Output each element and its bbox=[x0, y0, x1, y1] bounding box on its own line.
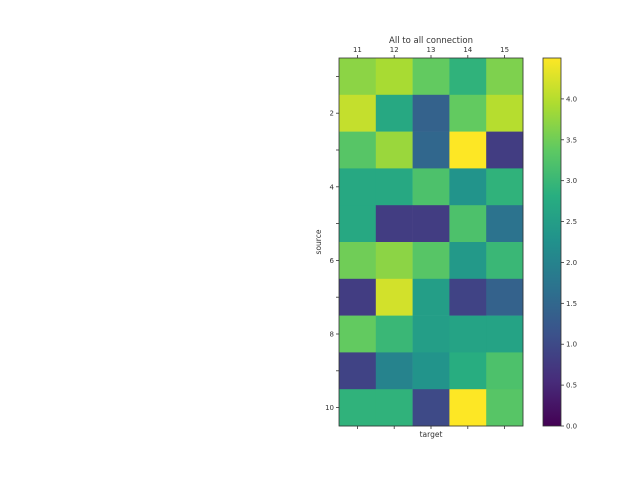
heatmap-cell bbox=[449, 58, 487, 96]
colorbar bbox=[542, 57, 562, 427]
colorbar-tick-label: 1.0 bbox=[566, 341, 577, 349]
colorbar-tick-label: 1.5 bbox=[566, 300, 577, 308]
y-tick-label: 8 bbox=[330, 331, 334, 339]
heatmap-cell bbox=[375, 94, 413, 132]
heatmap-cell bbox=[375, 315, 413, 353]
heatmap-cell bbox=[486, 278, 524, 316]
heatmap-cell bbox=[375, 131, 413, 169]
heatmap-cell bbox=[449, 242, 487, 280]
colorbar-tick-label: 0.5 bbox=[566, 382, 577, 390]
heatmap-cell bbox=[339, 315, 377, 353]
heatmap-cell bbox=[486, 352, 524, 390]
heatmap-cell bbox=[449, 205, 487, 243]
y-axis-ticks: 2 4 6 8 10 bbox=[325, 76, 339, 412]
heatmap-cell bbox=[339, 205, 377, 243]
heatmap-cell bbox=[449, 352, 487, 390]
x-tick-label: 15 bbox=[500, 46, 509, 54]
y-tick-label: 6 bbox=[330, 257, 335, 265]
heatmap-cell bbox=[449, 131, 487, 169]
heatmap-cell bbox=[412, 352, 450, 390]
colorbar-tick-label: 3.5 bbox=[566, 136, 577, 144]
heatmap-cell bbox=[412, 94, 450, 132]
heatmap-cell bbox=[375, 278, 413, 316]
heatmap-cell bbox=[449, 315, 487, 353]
heatmap-cell bbox=[486, 242, 524, 280]
heatmap-cell bbox=[412, 242, 450, 280]
heatmap-cell bbox=[412, 315, 450, 353]
heatmap-cell bbox=[486, 131, 524, 169]
heatmap-cell bbox=[412, 58, 450, 96]
y-tick-label: 10 bbox=[325, 404, 334, 412]
heatmap-cell bbox=[339, 168, 377, 206]
heatmap-cell bbox=[449, 278, 487, 316]
heatmap-cell bbox=[412, 168, 450, 206]
x-tick-label: 13 bbox=[427, 46, 436, 54]
y-tick-label: 2 bbox=[330, 110, 334, 118]
x-axis-label: target bbox=[420, 430, 443, 439]
x-tick-label: 12 bbox=[390, 46, 399, 54]
heatmap-cell bbox=[486, 389, 524, 427]
heatmap-cell bbox=[339, 352, 377, 390]
heatmap-cell bbox=[375, 205, 413, 243]
colorbar-ticks: 0.0 0.5 1.0 1.5 2.0 2.5 3.0 3.5 4.0 bbox=[561, 95, 577, 431]
heatmap-cell bbox=[486, 58, 524, 96]
heatmap-cell bbox=[339, 389, 377, 427]
colorbar-tick-label: 4.0 bbox=[566, 95, 577, 103]
chart-title: All to all connection bbox=[389, 36, 473, 46]
x-axis-ticks: 11 12 13 14 15 bbox=[353, 46, 509, 429]
colorbar-tick-label: 2.0 bbox=[566, 259, 577, 267]
heatmap-cell bbox=[412, 278, 450, 316]
colorbar-tick-label: 3.0 bbox=[566, 177, 577, 185]
y-tick-label: 4 bbox=[330, 183, 335, 191]
heatmap-cell bbox=[339, 94, 377, 132]
heatmap-cell bbox=[339, 131, 377, 169]
heatmap-cell bbox=[486, 205, 524, 243]
heatmap-cell bbox=[412, 205, 450, 243]
x-tick-label: 11 bbox=[353, 46, 362, 54]
colorbar-tick-label: 0.0 bbox=[566, 423, 577, 431]
heatmap-cell bbox=[449, 389, 487, 427]
heatmap-cell bbox=[486, 315, 524, 353]
heatmap-cell bbox=[375, 352, 413, 390]
heatmap-cell bbox=[486, 94, 524, 132]
heatmap-cell bbox=[449, 94, 487, 132]
heatmap-cell bbox=[375, 58, 413, 96]
heatmap-cell bbox=[375, 168, 413, 206]
heatmap-cell bbox=[412, 389, 450, 427]
heatmap-cell bbox=[339, 278, 377, 316]
x-tick-label: 14 bbox=[463, 46, 472, 54]
heatmap-cell bbox=[339, 242, 377, 280]
heatmap-cell bbox=[339, 58, 377, 96]
heatmap-cells bbox=[339, 58, 524, 427]
heatmap-cell bbox=[412, 131, 450, 169]
heatmap-cell bbox=[486, 168, 524, 206]
heatmap-cell bbox=[375, 389, 413, 427]
heatmap-cell bbox=[449, 168, 487, 206]
y-axis-label: source bbox=[314, 229, 323, 254]
heatmap-cell bbox=[375, 242, 413, 280]
colorbar-tick-label: 2.5 bbox=[566, 218, 577, 226]
